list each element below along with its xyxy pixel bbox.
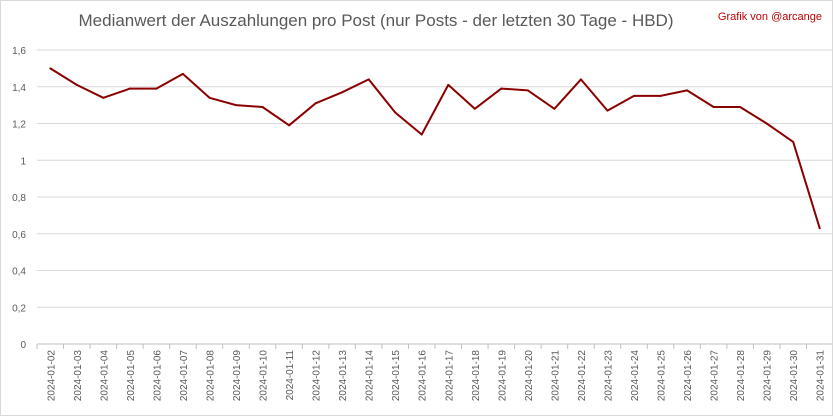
x-tick-label: 2024-01-07 [179,350,190,402]
x-tick-label: 2024-01-14 [365,350,376,402]
y-tick-label: 1,4 [12,83,26,94]
chart-title: Medianwert der Auszahlungen pro Post (nu… [78,11,674,30]
x-tick-label: 2024-01-09 [232,350,243,402]
data-point [579,78,582,81]
x-tick-label: 2024-01-03 [73,350,84,402]
data-point [261,105,264,108]
data-point [818,227,821,230]
x-tick-label: 2024-01-06 [152,350,163,402]
data-point [633,94,635,97]
data-point [235,104,237,107]
x-tick-label: 2024-01-24 [630,350,641,402]
credit-label: Grafik von @arcange [717,11,822,23]
data-point [739,105,742,108]
data-point [765,122,768,125]
y-tick-label: 0,2 [12,303,26,314]
data-point [394,111,397,114]
x-tick-label: 2024-01-08 [205,350,216,402]
y-tick-label: 0,4 [12,267,26,278]
x-tick-label: 2024-01-28 [736,350,747,402]
data-point [712,105,715,108]
data-point [792,140,795,143]
x-tick-label: 2024-01-18 [471,350,482,402]
x-tick-label: 2024-01-20 [524,350,535,402]
x-tick-label: 2024-01-16 [418,350,429,402]
x-tick-label: 2024-01-31 [816,350,827,402]
x-tick-label: 2024-01-13 [338,350,349,402]
data-point [155,87,158,90]
data-point [208,96,211,99]
x-tick-label: 2024-01-04 [99,350,110,402]
y-tick-label: 1 [20,156,26,167]
data-point [686,89,689,92]
x-tick-label: 2024-01-05 [126,350,137,402]
data-point [606,109,609,112]
data-point [447,83,450,86]
x-tick-label: 2024-01-19 [497,350,508,402]
y-tick-label: 1,6 [12,46,26,57]
x-tick-label: 2024-01-11 [285,350,296,401]
x-tick-label: 2024-01-17 [444,350,455,402]
data-point [500,87,503,90]
x-tick-label: 2024-01-25 [657,350,668,402]
data-point [341,91,344,94]
x-tick-label: 2024-01-12 [312,350,323,402]
x-tick-label: 2024-01-15 [391,350,402,402]
data-point [75,83,78,86]
series-line [49,67,821,229]
data-point [367,78,370,81]
data-point [181,72,184,75]
x-tick-label: 2024-01-27 [710,350,721,402]
x-tick-label: 2024-01-10 [259,350,270,402]
data-point [473,107,476,110]
x-tick-label: 2024-01-29 [763,350,774,402]
x-tick-label: 2024-01-26 [683,350,694,402]
data-point [128,87,131,90]
data-point [49,67,52,70]
x-tick-label: 2024-01-21 [550,350,561,402]
x-tick-label: 2024-01-23 [603,350,614,402]
data-point [553,107,556,110]
y-tick-label: 1,2 [12,120,26,131]
data-point [420,133,423,136]
x-tick-label: 2024-01-30 [789,350,800,402]
y-tick-label: 0,6 [12,230,26,241]
data-point [659,94,662,97]
data-point [102,96,105,99]
y-tick-label: 0,8 [12,193,26,204]
data-point [314,102,317,105]
x-tick-label: 2024-01-02 [46,350,57,402]
x-tick-label: 2024-01-22 [577,350,588,402]
data-point [526,89,529,92]
y-tick-label: 0 [20,340,26,351]
data-point [288,124,291,127]
